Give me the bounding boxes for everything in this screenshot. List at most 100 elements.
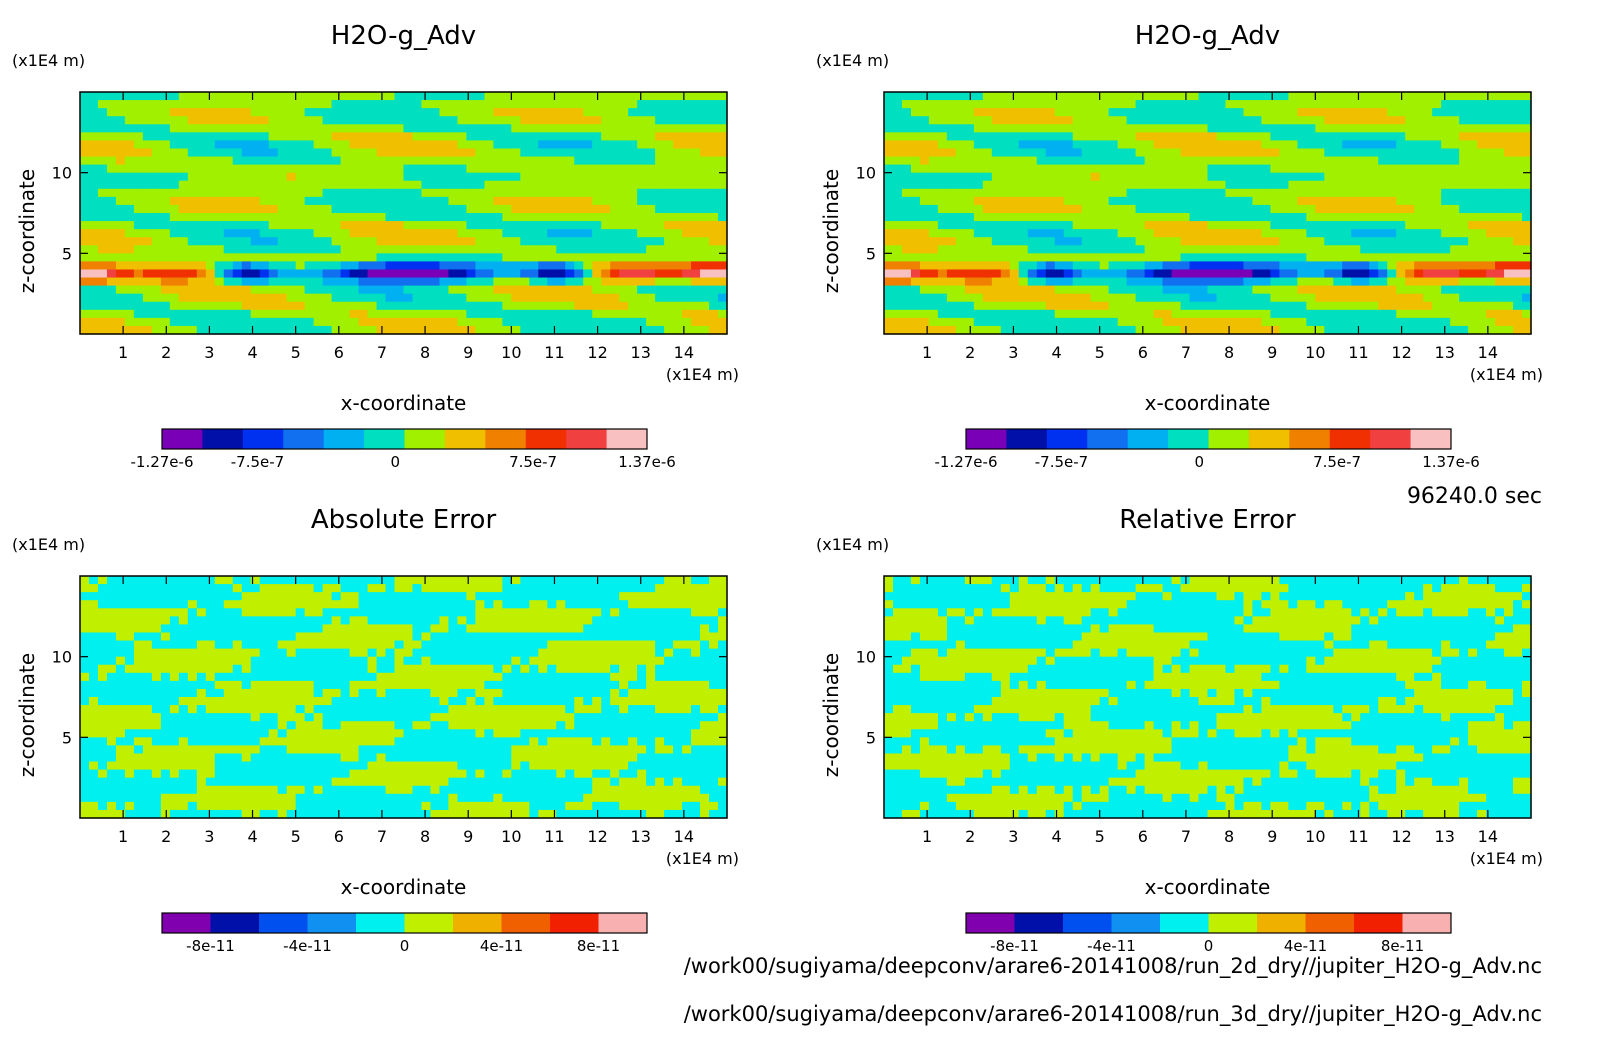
heatmap-cell (484, 108, 494, 117)
heatmap-cell (1450, 172, 1460, 182)
heatmap-cell (1252, 156, 1263, 166)
heatmap-cell (1252, 140, 1263, 150)
heatmap-cell (718, 108, 728, 117)
heatmap-cell (151, 801, 162, 811)
heatmap-cell (1000, 253, 1011, 262)
heatmap-cell (892, 180, 903, 190)
heatmap-cell (973, 196, 984, 206)
heatmap-cell (439, 229, 450, 238)
heatmap-cell (241, 309, 252, 319)
heatmap-cell (160, 180, 171, 190)
heatmap-cell (1135, 269, 1146, 279)
heatmap-cell (205, 204, 216, 214)
heatmap-cell (448, 253, 459, 262)
heatmap-cell (160, 705, 171, 714)
heatmap-cell (1045, 188, 1056, 198)
heatmap-cell (946, 148, 957, 158)
heatmap-cell (277, 132, 288, 141)
heatmap-cell (1522, 301, 1532, 311)
heatmap-cell (1306, 261, 1316, 271)
heatmap-cell (1126, 237, 1137, 246)
heatmap-cell (160, 116, 171, 125)
heatmap-cell (439, 301, 450, 311)
heatmap-cell (322, 164, 333, 174)
heatmap-cell (1450, 277, 1460, 287)
heatmap-cell (1171, 309, 1182, 319)
heatmap-cell (583, 261, 593, 271)
heatmap-cell (196, 140, 207, 150)
heatmap-cell (1333, 172, 1343, 182)
heatmap-cell (196, 777, 207, 787)
heatmap-cell (1306, 156, 1316, 166)
heatmap-cell (214, 592, 225, 601)
heatmap-cell (151, 608, 162, 617)
heatmap-cell (1396, 204, 1406, 214)
heatmap-cell (1207, 309, 1218, 319)
heatmap-cell (511, 301, 521, 311)
heatmap-cell (1216, 132, 1227, 141)
heatmap-cell (124, 221, 135, 230)
heatmap-cell (700, 92, 710, 101)
heatmap-cell (1495, 325, 1505, 335)
heatmap-cell (97, 213, 108, 222)
heatmap-cell (1216, 140, 1227, 150)
heatmap-cell (1216, 204, 1227, 214)
heatmap-cell (1072, 196, 1083, 206)
heatmap-cell (1504, 301, 1514, 311)
heatmap-cell (484, 309, 494, 319)
heatmap-cell (901, 237, 912, 246)
heatmap-cell (448, 245, 459, 254)
heatmap-cell (124, 697, 135, 706)
heatmap-cell (295, 285, 306, 295)
heatmap-cell (88, 793, 99, 803)
heatmap-cell (1450, 301, 1460, 311)
heatmap-cell (196, 697, 207, 706)
heatmap-cell (160, 156, 171, 166)
heatmap-cell (466, 164, 476, 174)
heatmap-cell (1360, 317, 1370, 327)
heatmap-cell (1387, 213, 1397, 222)
heatmap-cell (124, 156, 135, 166)
heatmap-cell (376, 317, 387, 327)
heatmap-cell (151, 277, 162, 287)
heatmap-cell (1252, 237, 1263, 246)
heatmap-cell (160, 785, 171, 795)
heatmap-cell (1225, 293, 1236, 303)
heatmap-cell (1495, 221, 1505, 230)
heatmap-cell (286, 132, 297, 141)
heatmap-cell (1225, 140, 1236, 150)
heatmap-cell (367, 213, 378, 222)
heatmap-cell (610, 108, 620, 117)
heatmap-cell (430, 92, 441, 101)
heatmap-cell (106, 180, 117, 190)
heatmap-cell (1054, 124, 1065, 133)
heatmap-cell (1513, 140, 1523, 150)
heatmap-cell (1135, 108, 1146, 117)
heatmap-cell (565, 188, 575, 198)
heatmap-cell (1288, 229, 1298, 238)
heatmap-cell (1072, 204, 1083, 214)
heatmap-cell (1135, 261, 1146, 271)
heatmap-cell (655, 156, 665, 166)
heatmap-cell (1306, 180, 1316, 190)
heatmap-cell (1252, 92, 1263, 101)
heatmap-cell (80, 664, 90, 674)
heatmap-cell (946, 317, 957, 327)
heatmap-cell (1360, 92, 1370, 101)
heatmap-cell (700, 269, 710, 279)
heatmap-cell (178, 156, 189, 166)
heatmap-cell (322, 196, 333, 206)
heatmap-cell (1432, 213, 1442, 222)
heatmap-cell (682, 277, 692, 287)
heatmap-cell (1477, 269, 1487, 279)
heatmap-cell (214, 753, 225, 763)
heatmap-cell (619, 172, 629, 182)
heatmap-cell (97, 317, 108, 327)
heatmap-cell (1369, 140, 1379, 150)
heatmap-cell (1198, 309, 1209, 319)
heatmap-cell (205, 261, 216, 271)
heatmap-cell (574, 285, 584, 295)
heatmap-cell (106, 108, 117, 117)
heatmap-cell (1045, 124, 1056, 133)
heatmap-cell (901, 124, 912, 133)
